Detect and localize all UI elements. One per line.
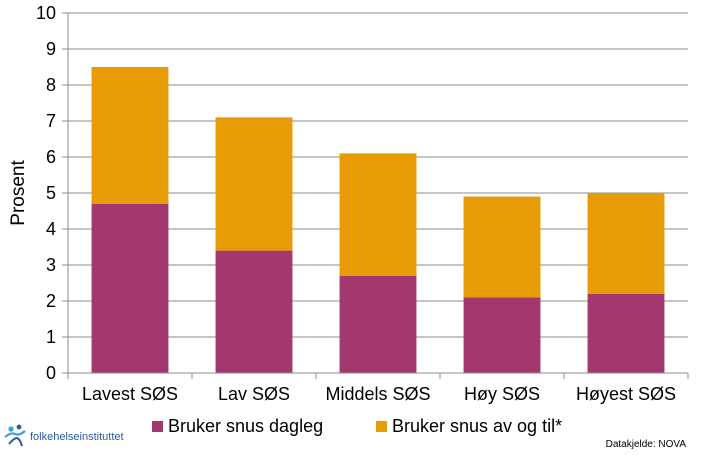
bar-segment-occasional [587, 193, 665, 294]
legend-swatch [152, 421, 163, 432]
bar-segment-occasional [91, 67, 169, 204]
legend-label: Bruker snus av og til* [392, 416, 562, 436]
y-tick-label: 4 [46, 219, 56, 239]
bar-segment-occasional [463, 196, 541, 298]
y-tick-label: 10 [36, 3, 56, 23]
y-tick-label: 9 [46, 39, 56, 59]
logo-text: folkehelseinstituttet [30, 431, 124, 443]
axes [67, 13, 689, 379]
bar-segment-daily [339, 275, 417, 373]
legend-swatch [376, 421, 387, 432]
x-category-label: Lavest SØS [82, 384, 178, 404]
x-category-labels: Lavest SØS Lav SØS Middels SØS Høy SØS Høyes… [82, 384, 676, 404]
y-tick-labels: 0 1 2 3 4 5 6 7 8 9 10 [36, 3, 56, 383]
x-category-label: Lav SØS [218, 384, 290, 404]
y-tick-label: 8 [46, 75, 56, 95]
x-category-label: Høyest SØS [576, 384, 676, 404]
bar-segment-occasional [215, 117, 293, 251]
x-category-label: Middels SØS [325, 384, 430, 404]
bar-segment-daily [91, 203, 169, 373]
logo-figure-icon [4, 424, 26, 447]
bar-segment-daily [463, 297, 541, 373]
bar-segment-daily [215, 250, 293, 373]
logo: folkehelseinstituttet [4, 424, 124, 447]
y-tick-label: 3 [46, 255, 56, 275]
y-axis-title: Prosent [8, 160, 29, 226]
x-category-label: Høy SØS [464, 384, 540, 404]
source-note: Datakjelde: NOVA [606, 439, 687, 450]
y-tick-label: 5 [46, 183, 56, 203]
bars [91, 67, 665, 373]
y-tick-label: 6 [46, 147, 56, 167]
bar-segment-daily [587, 293, 665, 373]
y-tick-label: 2 [46, 291, 56, 311]
legend: Bruker snus dagleg Bruker snus av og til* [152, 416, 562, 436]
legend-label: Bruker snus dagleg [168, 416, 323, 436]
y-tick-label: 7 [46, 111, 56, 131]
y-tick-label: 1 [46, 327, 56, 347]
bar-segment-occasional [339, 153, 417, 276]
y-tick-label: 0 [46, 363, 56, 383]
